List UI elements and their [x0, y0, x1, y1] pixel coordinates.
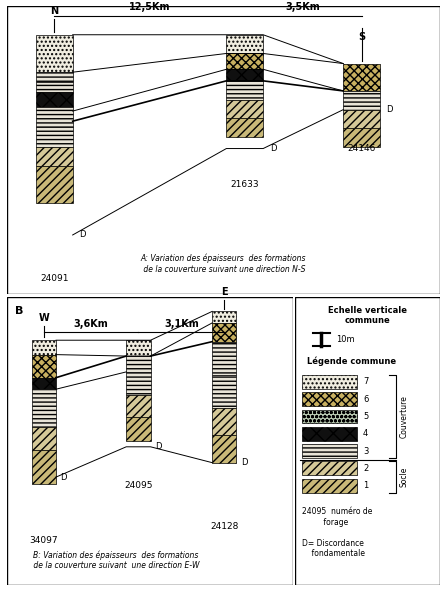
Text: Socle: Socle — [399, 467, 408, 487]
Text: D: D — [155, 443, 161, 451]
Bar — [36, 127, 73, 147]
Bar — [212, 323, 237, 342]
Text: 4: 4 — [363, 429, 369, 438]
Bar — [32, 355, 56, 378]
Text: 12,5Km: 12,5Km — [129, 2, 170, 12]
Bar — [302, 393, 357, 406]
Bar — [212, 342, 237, 375]
Bar — [302, 444, 357, 458]
Text: 1: 1 — [363, 481, 369, 490]
Text: 24095  numéro de
         forage: 24095 numéro de forage — [302, 507, 373, 527]
Bar — [302, 462, 357, 475]
Bar — [32, 450, 56, 484]
Bar — [32, 340, 56, 355]
Bar — [343, 91, 380, 110]
Bar — [32, 389, 56, 426]
Text: 24146: 24146 — [348, 144, 376, 153]
Text: Légende commune: Légende commune — [307, 356, 396, 365]
Bar — [343, 128, 380, 147]
Bar — [32, 426, 56, 450]
Bar — [126, 356, 151, 372]
Bar — [302, 375, 357, 389]
Bar — [226, 81, 263, 100]
Text: 34097: 34097 — [30, 536, 58, 545]
Bar — [212, 311, 237, 323]
Text: W: W — [39, 313, 49, 323]
Bar — [343, 110, 380, 128]
Bar — [212, 435, 237, 463]
Text: Couverture: Couverture — [399, 395, 408, 438]
Text: D: D — [241, 458, 247, 467]
Text: B: B — [15, 306, 24, 315]
Bar — [126, 395, 151, 416]
Text: 2: 2 — [363, 464, 369, 473]
Text: D: D — [270, 144, 276, 153]
Text: B: Variation des épaisseurs  des formations
 de la couverture suivant  une direc: B: Variation des épaisseurs des formatio… — [31, 551, 200, 570]
Text: 6: 6 — [363, 395, 369, 404]
Text: 3: 3 — [363, 447, 369, 456]
Bar — [32, 378, 56, 389]
Text: D: D — [387, 105, 393, 114]
Text: 24095: 24095 — [124, 481, 153, 491]
Bar — [302, 479, 357, 492]
Bar — [302, 410, 357, 424]
Text: S: S — [358, 32, 365, 42]
Bar — [36, 72, 73, 83]
Bar — [126, 372, 151, 395]
Text: E: E — [221, 287, 228, 297]
Bar — [226, 118, 263, 137]
Bar — [212, 408, 237, 435]
Bar — [226, 35, 263, 53]
Bar — [343, 64, 380, 91]
Text: N: N — [50, 6, 58, 16]
Bar — [126, 416, 151, 441]
Text: D= Discordance
    fondamentale: D= Discordance fondamentale — [302, 539, 365, 558]
Text: 3,6Km: 3,6Km — [74, 319, 108, 328]
Text: A: Variation des épaisseurs  des formations
 de la couverture suivant une direct: A: Variation des épaisseurs des formatio… — [140, 254, 306, 274]
Bar — [226, 69, 263, 81]
Text: 7: 7 — [363, 377, 369, 387]
Text: 3,1Km: 3,1Km — [164, 319, 199, 328]
Text: D: D — [60, 473, 67, 482]
Bar — [36, 107, 73, 127]
Text: 10m: 10m — [336, 335, 354, 344]
Text: 24128: 24128 — [210, 522, 238, 530]
Text: Echelle verticale
commune: Echelle verticale commune — [328, 306, 407, 325]
Bar — [302, 427, 357, 441]
Bar — [212, 375, 237, 408]
Text: D: D — [79, 230, 86, 239]
Bar — [126, 340, 151, 356]
Text: 5: 5 — [363, 412, 369, 421]
Bar — [36, 35, 73, 72]
Text: 21633: 21633 — [230, 180, 259, 189]
Bar — [36, 83, 73, 93]
Bar — [36, 147, 73, 166]
Bar — [226, 53, 263, 69]
Text: 3,5Km: 3,5Km — [286, 2, 321, 12]
Bar — [226, 100, 263, 118]
Bar — [36, 93, 73, 107]
Text: 24091: 24091 — [40, 273, 68, 283]
Bar — [36, 166, 73, 203]
